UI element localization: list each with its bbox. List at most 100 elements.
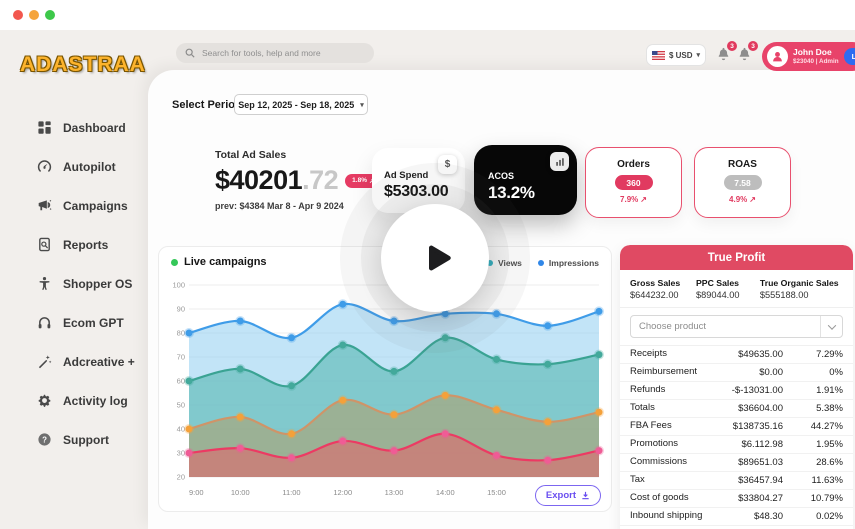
row-percent: 28.6% bbox=[816, 457, 843, 468]
svg-text:13:00: 13:00 bbox=[385, 488, 404, 497]
sidebar-item-label: Activity log bbox=[63, 393, 128, 408]
activity-log-icon bbox=[36, 393, 52, 409]
trend-up-icon: ↗ bbox=[749, 195, 756, 204]
play-icon bbox=[428, 245, 451, 271]
row-value: -$-13031.00 bbox=[731, 385, 783, 396]
ecom-gpt-icon bbox=[36, 315, 52, 331]
autopilot-icon bbox=[36, 159, 52, 175]
row-label: Totals bbox=[630, 402, 655, 414]
sidebar-item-label: Campaigns bbox=[63, 198, 128, 213]
search-input[interactable] bbox=[202, 48, 365, 58]
row-percent: 44.27% bbox=[810, 421, 843, 432]
orders-value-pill: 360 bbox=[614, 175, 653, 190]
row-label: Cost of goods bbox=[630, 492, 689, 504]
search-icon bbox=[185, 48, 195, 58]
summary-ppc-sales: PPC Sales $89044.00 bbox=[696, 278, 740, 300]
ad-spend-card: $ Ad Spend $5303.00 bbox=[372, 148, 465, 213]
shopper-os-icon bbox=[36, 276, 52, 292]
ad-spend-label: Ad Spend bbox=[384, 170, 429, 181]
table-row: Promotions $6.112.98 1.95% bbox=[620, 436, 853, 454]
play-button[interactable] bbox=[381, 204, 489, 312]
true-profit-header: True Profit bbox=[620, 245, 853, 270]
roas-label: ROAS bbox=[728, 159, 757, 170]
orders-card: Orders 360 7.9% ↗ bbox=[585, 147, 682, 218]
svg-text:90: 90 bbox=[177, 305, 185, 314]
window-maximize-icon[interactable] bbox=[45, 10, 55, 20]
svg-text:?: ? bbox=[42, 435, 47, 444]
previous-period-value: prev: $4384 Mar 8 - Apr 9 2024 bbox=[215, 201, 344, 211]
currency-selector[interactable]: $ USD ▾ bbox=[646, 44, 706, 66]
legend-views[interactable]: Views bbox=[486, 258, 522, 268]
choose-product-select[interactable]: Choose product bbox=[630, 315, 843, 338]
chevron-down-icon: ▾ bbox=[696, 52, 701, 59]
roas-card: ROAS 7.58 4.9% ↗ bbox=[694, 147, 791, 218]
sidebar-item-label: Dashboard bbox=[63, 120, 126, 135]
row-value: $36604.00 bbox=[738, 403, 783, 414]
dashboard-icon bbox=[36, 120, 52, 136]
ad-spend-value: $5303.00 bbox=[384, 183, 449, 200]
bar-chart-icon bbox=[550, 152, 569, 171]
support-icon: ? bbox=[36, 432, 52, 448]
search-bar[interactable] bbox=[176, 43, 374, 63]
sidebar-item-reports[interactable]: Reports bbox=[0, 225, 148, 264]
table-row: FBA Fees $138735.16 44.27% bbox=[620, 418, 853, 436]
table-row: Reimbursement $0.00 0% bbox=[620, 364, 853, 382]
live-status-dot bbox=[171, 258, 178, 266]
chart-title: Live campaigns bbox=[184, 256, 267, 268]
true-profit-summary: Gross Sales $644232.00 PPC Sales $89044.00 T… bbox=[620, 270, 853, 308]
sidebar-item-support[interactable]: ? Support bbox=[0, 420, 148, 459]
svg-text:40: 40 bbox=[177, 425, 185, 434]
sidebar-item-shopper-os[interactable]: Shopper OS bbox=[0, 264, 148, 303]
row-value: $138735.16 bbox=[732, 421, 783, 432]
window-minimize-icon[interactable] bbox=[29, 10, 39, 20]
adcreative-icon bbox=[36, 354, 52, 370]
roas-change: 4.9% ↗ bbox=[729, 195, 756, 204]
period-dropdown[interactable]: Sep 12, 2025 - Sep 18, 2025 ▾ bbox=[234, 94, 368, 115]
notification-bell-1[interactable]: 3 bbox=[716, 41, 737, 63]
sidebar-item-ecom-gpt[interactable]: Ecom GPT bbox=[0, 303, 148, 342]
sidebar-item-campaigns[interactable]: Campaigns bbox=[0, 186, 148, 225]
legend-impressions[interactable]: Impressions bbox=[537, 258, 599, 268]
sidebar-item-label: Ecom GPT bbox=[63, 315, 124, 330]
row-value: $49635.00 bbox=[738, 349, 783, 360]
export-button[interactable]: Export bbox=[534, 485, 601, 506]
sidebar-item-label: Reports bbox=[63, 237, 109, 252]
chevron-down-icon: ▾ bbox=[360, 101, 364, 109]
chevron-down-icon bbox=[820, 316, 842, 337]
svg-text:80: 80 bbox=[177, 329, 185, 338]
row-percent: 7.29% bbox=[816, 349, 843, 360]
svg-text:9:00: 9:00 bbox=[189, 488, 204, 497]
svg-text:70: 70 bbox=[177, 353, 185, 362]
orders-change: 7.9% ↗ bbox=[620, 195, 647, 204]
user-chip[interactable]: John Doe $23040 | Admin Logout bbox=[762, 42, 855, 71]
row-label: Receipts bbox=[630, 348, 667, 360]
sidebar-item-dashboard[interactable]: Dashboard bbox=[0, 108, 148, 147]
table-row: Totals $36604.00 5.38% bbox=[620, 400, 853, 418]
acos-value: 13.2% bbox=[488, 183, 535, 202]
summary-true-organic-sales: True Organic Sales $555188.00 bbox=[759, 278, 839, 300]
sidebar-item-activity-log[interactable]: Activity log bbox=[0, 381, 148, 420]
sidebar-item-autopilot[interactable]: Autopilot bbox=[0, 147, 148, 186]
svg-text:100: 100 bbox=[172, 281, 185, 290]
sidebar-item-adcreative[interactable]: Adcreative + bbox=[0, 342, 148, 381]
logout-button[interactable]: Logout bbox=[843, 48, 855, 65]
campaigns-icon bbox=[36, 198, 52, 214]
total-ad-sales-value: $40201 bbox=[215, 165, 303, 195]
row-value: $89651.03 bbox=[738, 457, 783, 468]
notification-badge: 3 bbox=[727, 41, 737, 51]
sidebar-item-label: Autopilot bbox=[63, 159, 116, 174]
area-chart: 100 90 80 70 60 50 40 30 20 9:00 10:00 11:00 12:00 13… bbox=[172, 281, 604, 497]
user-info: John Doe $23040 | Admin bbox=[793, 47, 839, 65]
window-close-icon[interactable] bbox=[13, 10, 23, 20]
row-value: $0.00 bbox=[759, 367, 783, 378]
sidebar-nav: Dashboard Autopilot Campaigns Reports Shoppe… bbox=[0, 108, 148, 459]
brand-logo: ADASTRAA bbox=[20, 53, 146, 76]
true-profit-table: Receipts $49635.00 7.29% Reimbursement $0.00… bbox=[620, 345, 853, 529]
avatar bbox=[767, 46, 788, 67]
notification-bell-2[interactable]: 3 bbox=[737, 41, 758, 63]
acos-label: ACOS bbox=[488, 171, 515, 181]
svg-text:12:00: 12:00 bbox=[333, 488, 352, 497]
row-value: $36457.94 bbox=[738, 475, 783, 486]
row-value: $33804.27 bbox=[738, 493, 783, 504]
